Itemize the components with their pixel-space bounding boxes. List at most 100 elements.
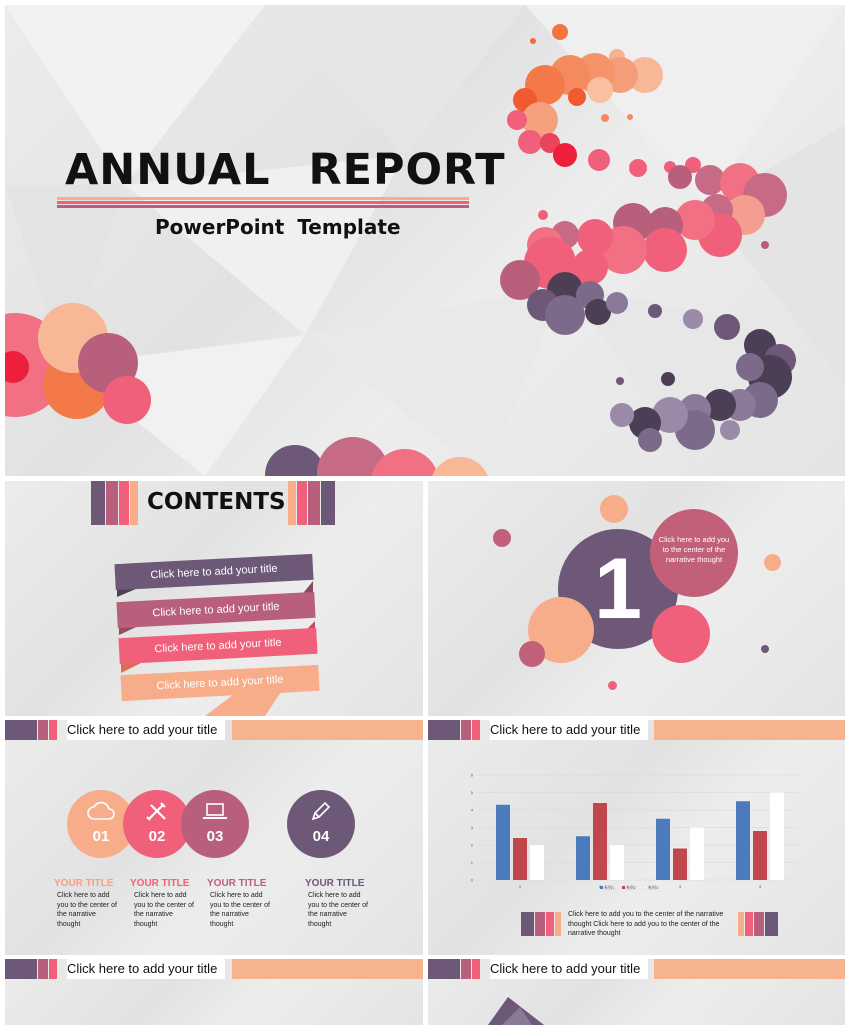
legend-label: 系列3 (648, 884, 659, 890)
feature-number: 01 (92, 828, 110, 845)
slide-title[interactable]: Click here to add your title (490, 959, 649, 979)
cloud-icon (87, 801, 115, 820)
bubble-decoration (5, 24, 796, 476)
bottom-right-slide[interactable]: Click here to add your title (428, 959, 845, 1025)
icons-slide[interactable]: Click here to add your title 01 02 03 04… (5, 720, 423, 955)
contents-bar-left-4 (130, 481, 138, 525)
chart-bar (690, 827, 704, 880)
legend-bar (555, 912, 561, 936)
slide-title[interactable]: Click here to add your title (490, 720, 649, 740)
feature-title-2: YOUR TITLE (130, 878, 190, 889)
feature-circle-4[interactable]: 04 (287, 790, 355, 858)
y-tick-label: 3 (471, 825, 474, 830)
polygon-background (5, 5, 845, 476)
chart-bar (610, 845, 624, 880)
chart-bar (656, 818, 670, 880)
feature-number: 03 (206, 828, 224, 845)
feature-desc-2: Click here to add you to the center of t… (134, 892, 194, 928)
legend-bar (521, 912, 534, 936)
diamond-shape (488, 997, 544, 1025)
feature-desc-1: Click here to add you to the center of t… (57, 892, 117, 928)
feature-title-4: YOUR TITLE (305, 878, 365, 889)
chart-caption: Click here to add you to the center of t… (568, 911, 724, 937)
header-band (232, 720, 423, 740)
title-stripe-pink (57, 201, 469, 204)
contents-bar-right-3 (308, 481, 320, 525)
feature-title-3: YOUR TITLE (207, 878, 267, 889)
bubble-dot (608, 681, 617, 690)
slide-header: Click here to add your title (5, 959, 423, 979)
legend-bar (745, 912, 753, 936)
x-tick-label: 3 (679, 884, 682, 889)
hero-subtitle: PowerPoint Template (155, 215, 401, 239)
feature-number: 04 (312, 828, 330, 845)
header-band (654, 959, 845, 979)
section-one-slide[interactable]: 1 Click here to add you to the center of… (428, 481, 845, 716)
feature-circle-3[interactable]: 03 (181, 790, 249, 858)
header-band (232, 959, 423, 979)
feature-desc-3: Click here to add you to the center of t… (210, 892, 270, 928)
chart-bar (736, 801, 750, 880)
legend-bar (765, 912, 778, 936)
legend-bar (754, 912, 764, 936)
chart-bar (593, 803, 607, 880)
header-band (654, 720, 845, 740)
contents-bar-right-2 (297, 481, 307, 525)
chart-bar (513, 838, 527, 880)
legend-swatch (643, 885, 648, 890)
slide-header: Click here to add your title (428, 959, 845, 979)
narrative-bubble: Click here to add you to the center of t… (650, 509, 738, 597)
contents-bar-left-1 (91, 481, 105, 525)
feature-title-1: YOUR TITLE (54, 878, 114, 889)
feature-number: 02 (148, 828, 166, 845)
x-tick-label: 1 (519, 884, 522, 889)
chart-bar (770, 792, 784, 880)
legend-swatch (622, 886, 625, 889)
hero-title: ANNUAL REPORT (65, 145, 506, 195)
bubble-dot (519, 641, 545, 667)
y-tick-label: 5 (471, 790, 474, 795)
x-tick-label: 4 (759, 884, 762, 889)
bottom-left-slide[interactable]: Click here to add your title (5, 959, 423, 1025)
feature-desc-4: Click here to add you to the center of t… (308, 892, 368, 928)
contents-bar-left-3 (119, 481, 129, 525)
y-tick-label: 1 (471, 860, 474, 865)
bubble-dot (764, 554, 781, 571)
title-slide[interactable]: ANNUAL REPORT PowerPoint Template (5, 5, 845, 476)
y-tick-label: 2 (471, 843, 474, 848)
slide-title[interactable]: Click here to add your title (67, 959, 226, 979)
title-stripe-orange (57, 197, 469, 200)
chart-bar (496, 804, 510, 880)
legend-bar (738, 912, 744, 936)
bubble-dot (652, 605, 710, 663)
y-tick-label: 4 (471, 808, 474, 813)
chart-bar (673, 848, 687, 880)
feature-circle-2[interactable]: 02 (123, 790, 191, 858)
laptop-icon (203, 803, 227, 819)
bar-chart: 01234561234系列1系列2系列3 (471, 773, 798, 890)
legend-label: 系列2 (626, 884, 637, 890)
tools-icon (146, 802, 166, 821)
contents-bar-left-2 (106, 481, 118, 525)
title-stripe-rose (57, 205, 469, 208)
slide-title[interactable]: Click here to add your title (67, 720, 226, 740)
contents-title: CONTENTS (147, 489, 286, 515)
chart-bar (576, 836, 590, 880)
legend-label: 系列1 (604, 884, 615, 890)
legend-bar (535, 912, 545, 936)
chart-bar (530, 845, 544, 880)
legend-bar (546, 912, 554, 936)
contents-slide[interactable]: CONTENTS Click here to add your title Cl… (5, 481, 423, 716)
bubble-dot (600, 495, 628, 523)
slide-header: Click here to add your title (5, 720, 423, 740)
y-tick-label: 6 (471, 773, 474, 778)
contents-bar-right-4 (321, 481, 335, 525)
y-tick-label: 0 (471, 878, 474, 883)
slide-header: Click here to add your title (428, 720, 845, 740)
chart-slide[interactable]: Click here to add your title 01234561234… (428, 720, 845, 955)
chart-bar (753, 831, 767, 880)
legend-swatch (600, 886, 603, 889)
bubble-dot (493, 529, 511, 547)
contents-bar-right-1 (288, 481, 296, 525)
bubble-dot (761, 645, 769, 653)
